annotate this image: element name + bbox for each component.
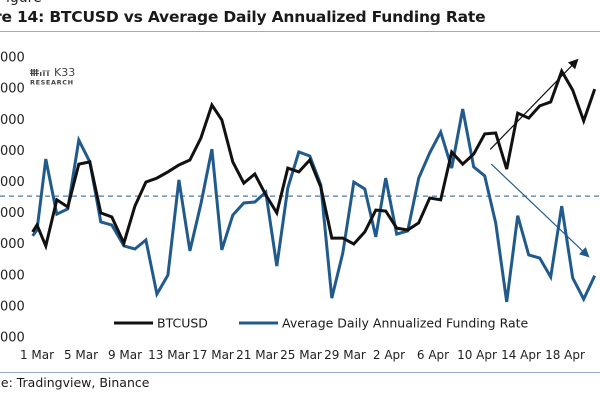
series-line-btcusd [31,67,597,251]
x-tick-label: 10 Apr [457,348,497,362]
logo-name: K33 [54,66,75,79]
y-tick-label: 000 [0,237,25,252]
logo-subtitle: RESEARCH [30,79,74,87]
x-tick-label: 6 Apr [417,348,449,362]
y-tick-label: 000 [0,144,25,159]
legend-label-funding-rate: Average Daily Annualized Funding Rate [282,316,529,331]
y-tick-label: 000 [0,331,25,346]
k33-logo: K33 RESEARCH [30,66,75,87]
x-tick-label: 13 Mar [148,348,190,362]
x-tick-label: 14 Apr [501,348,541,362]
heading-fragment: igure [6,0,42,6]
x-tick-label: 9 Mar [108,348,142,362]
x-tick-label: 5 Mar [64,348,98,362]
y-axis-ticks: 000 000 000 000 000 000 000 000 000 000 [0,51,25,346]
trend-arrow-down [490,163,590,258]
y-tick-label: 000 [0,268,25,283]
legend-label-btcusd: BTCUSD [157,316,208,331]
x-tick-label: 25 Mar [280,348,322,362]
y-tick-label: 000 [0,299,25,314]
x-tick-label: 21 Mar [236,348,278,362]
x-tick-label: 29 Mar [324,348,366,362]
y-tick-label: 000 [0,82,25,97]
source-note: ce: Tradingview, Binance [0,375,150,390]
source-divider [0,372,600,373]
y-tick-label: 000 [0,113,25,128]
series-points [32,71,595,302]
x-tick-label: 2 Apr [373,348,405,362]
x-tick-label: 18 Apr [545,348,585,362]
k33-logo-mark-icon [30,69,50,76]
y-tick-label: 000 [0,206,25,221]
y-tick-label: 000 [0,51,25,66]
y-tick-label: 000 [0,175,25,190]
x-axis-ticks: 1 Mar 5 Mar 9 Mar 13 Mar 17 Mar 21 Mar 25 Mar 2… [20,348,585,362]
x-tick-label: 1 Mar [20,348,54,362]
x-tick-label: 17 Mar [192,348,234,362]
series-line-funding-rate [31,108,597,303]
chart-canvas: 000 000 000 000 000 000 000 000 000 000 1 Mar 5 Ma… [0,51,600,362]
trend-arrow-up [489,58,579,150]
title-divider [0,31,600,32]
figure-title: re 14: BTCUSD vs Average Daily Annualize… [0,8,486,26]
legend: BTCUSD Average Daily Annualized Funding … [114,316,529,331]
